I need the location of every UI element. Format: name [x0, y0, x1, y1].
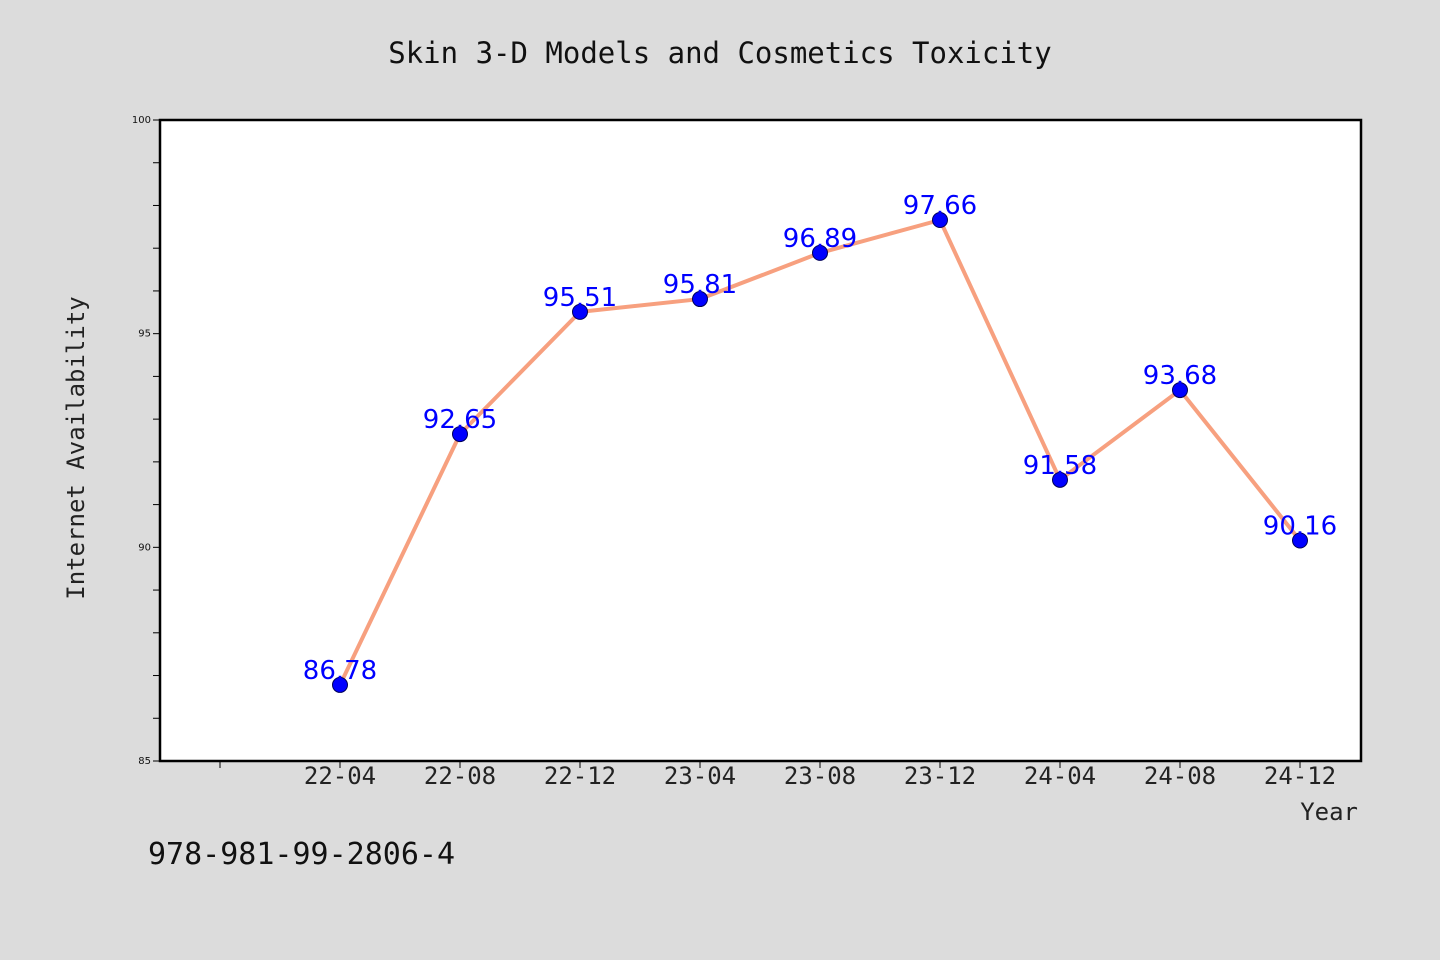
x-tick-label: 24-12: [1264, 762, 1336, 790]
y-axis-title: Internet Availability: [62, 296, 90, 599]
x-tick-label: 23-12: [904, 762, 976, 790]
data-label: 95.81: [663, 270, 737, 300]
data-point: [1052, 471, 1068, 488]
data-point: [692, 291, 708, 308]
data-label: 97.66: [903, 191, 977, 221]
x-axis-title: Year: [1300, 798, 1358, 826]
y-tick-label: 90: [138, 542, 151, 553]
data-point: [1292, 532, 1308, 549]
data-point: [812, 244, 828, 261]
y-minor-ticks: [153, 119, 160, 762]
data-label: 96.89: [783, 224, 857, 254]
data-label: 92.65: [423, 405, 497, 435]
data-point: [332, 676, 348, 693]
x-tick-labels: 22-04 22-08 22-12 23-04 23-08 23-12 24-04 24-08…: [304, 762, 1336, 790]
isbn-text: 978-981-99-2806-4: [148, 837, 455, 872]
y-tick-labels: 85 90 95 100: [132, 115, 151, 767]
data-labels: 86.78 92.65 95.51 95.81 96.89 97.66 91.58 93.68…: [303, 191, 1337, 686]
y-tick-label: 100: [132, 115, 151, 126]
data-label: 95.51: [543, 283, 617, 313]
chart-title: Skin 3-D Models and Cosmetics Toxicity: [388, 36, 1051, 70]
x-tick-label: 23-08: [784, 762, 856, 790]
data-point: [572, 303, 588, 320]
data-label: 86.78: [303, 656, 377, 686]
data-label: 93.68: [1143, 361, 1217, 391]
x-tick-label: 22-12: [544, 762, 616, 790]
data-label: 90.16: [1263, 511, 1337, 541]
series-group: [332, 211, 1308, 693]
data-point: [452, 426, 468, 443]
y-tick-label: 85: [138, 756, 151, 767]
x-tick-label: 24-08: [1144, 762, 1216, 790]
x-ticks: [219, 761, 1301, 768]
data-point: [932, 211, 948, 228]
x-tick-label: 22-04: [304, 762, 376, 790]
plot-area: [158, 118, 1363, 763]
x-tick-label: 22-08: [424, 762, 496, 790]
data-point: [1172, 382, 1188, 399]
data-label: 91.58: [1023, 451, 1097, 481]
x-tick-label: 24-04: [1024, 762, 1096, 790]
y-tick-label: 95: [138, 329, 151, 340]
x-tick-label: 23-04: [664, 762, 736, 790]
